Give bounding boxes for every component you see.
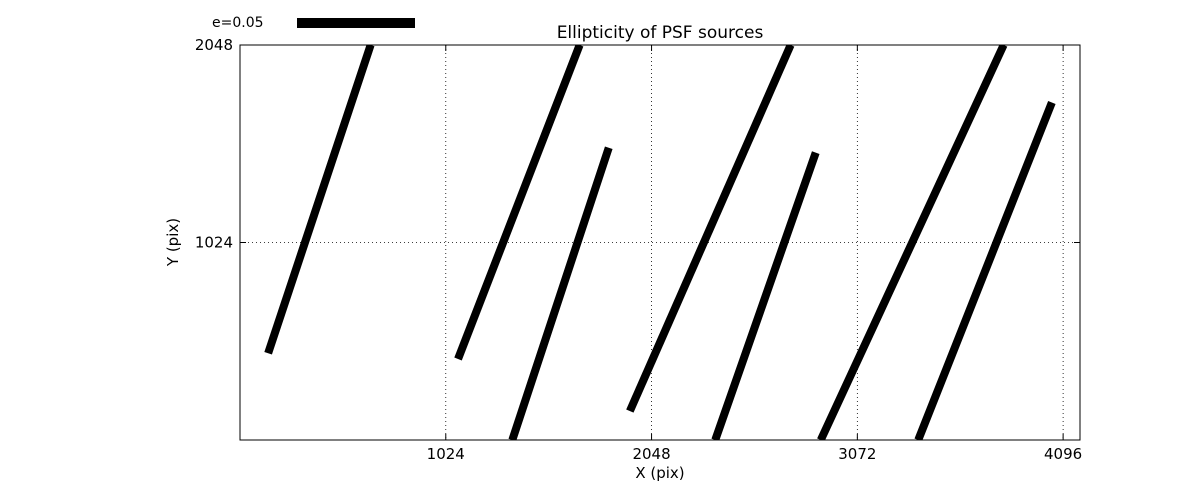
x-tick-label: 3072 [838, 445, 876, 463]
legend-key-line [296, 18, 415, 28]
y-tick-label: 1024 [195, 234, 233, 252]
ellipticity-segment [264, 45, 375, 355]
ellipticity-segment [454, 45, 584, 361]
ellipticity-segment [817, 45, 1008, 440]
x-tick-label: 4096 [1044, 445, 1082, 463]
legend: e=0.05 [212, 15, 415, 31]
ellipticity-segment [626, 45, 795, 413]
ellipticity-segment [508, 146, 613, 440]
x-tick-label: 1024 [427, 445, 465, 463]
chart-title: Ellipticity of PSF sources [556, 23, 764, 43]
x-tick-label: 2048 [632, 445, 670, 463]
ellipticity-segment [711, 151, 820, 440]
legend-label: e=0.05 [212, 15, 264, 31]
ellipticity-segment [914, 101, 1056, 440]
y-tick-label: 2048 [195, 36, 233, 54]
x-axis-label: X (pix) [635, 464, 685, 482]
